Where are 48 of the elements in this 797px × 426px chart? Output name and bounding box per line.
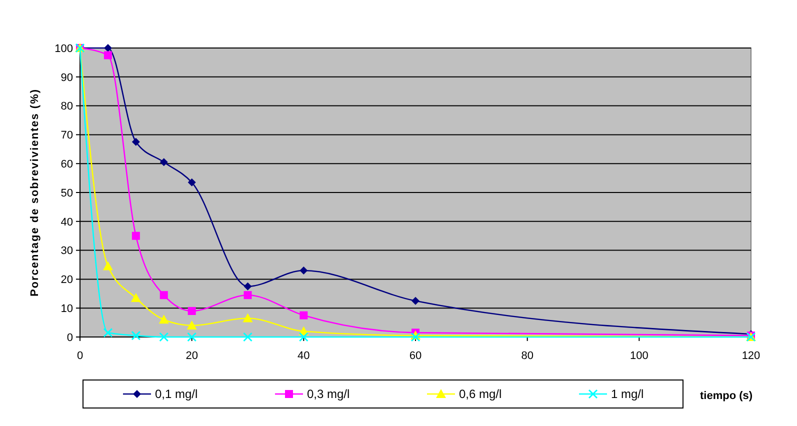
y-tick-label: 20 (60, 274, 73, 286)
y-tick-label: 60 (60, 158, 73, 170)
legend-label: 0,1 mg/l (155, 387, 198, 402)
point (242, 313, 253, 322)
point (412, 296, 420, 305)
y-tick-label: 80 (60, 100, 73, 113)
point (160, 158, 168, 166)
point (188, 178, 196, 186)
point (103, 328, 113, 338)
point (130, 292, 141, 302)
x-tick-label: 100 (630, 350, 648, 362)
y-tick-label: 40 (60, 216, 73, 228)
legend-label: 0,6 mg/l (459, 387, 502, 402)
legend-label: 1 mg/l (611, 387, 644, 402)
point (102, 261, 113, 270)
point (131, 330, 141, 340)
point (132, 138, 140, 146)
x-tick-label: 0 (76, 350, 84, 362)
point (159, 332, 169, 342)
x-tick-label: 20 (186, 350, 198, 362)
x-axis-title: tiempo (s) (700, 390, 753, 402)
point (298, 332, 308, 342)
point (188, 306, 196, 315)
point (300, 266, 308, 275)
point (104, 44, 112, 52)
y-tick-label: 0 (66, 332, 73, 344)
y-tick-label: 70 (60, 130, 73, 142)
point (132, 232, 140, 240)
point (243, 332, 252, 342)
y-axis-title: Porcentage de sobrevivientes (%) (29, 88, 41, 297)
point (104, 51, 112, 60)
x-tick-label: 40 (298, 350, 310, 362)
legend-label: 0,3 mg/l (307, 387, 350, 402)
y-tick-label: 30 (60, 245, 73, 258)
point (244, 291, 252, 300)
point (186, 320, 197, 330)
point (158, 314, 169, 324)
y-tick-label: 10 (60, 302, 73, 315)
point (244, 282, 252, 290)
point (187, 332, 197, 342)
x-tick-label: 80 (521, 350, 534, 362)
y-tick-label: 100 (54, 42, 73, 55)
point (160, 291, 168, 300)
x-tick-label: 60 (409, 350, 422, 362)
x-tick-label: 120 (742, 350, 760, 362)
point (300, 311, 308, 320)
y-tick-label: 50 (60, 187, 73, 200)
y-tick-label: 90 (60, 72, 73, 84)
